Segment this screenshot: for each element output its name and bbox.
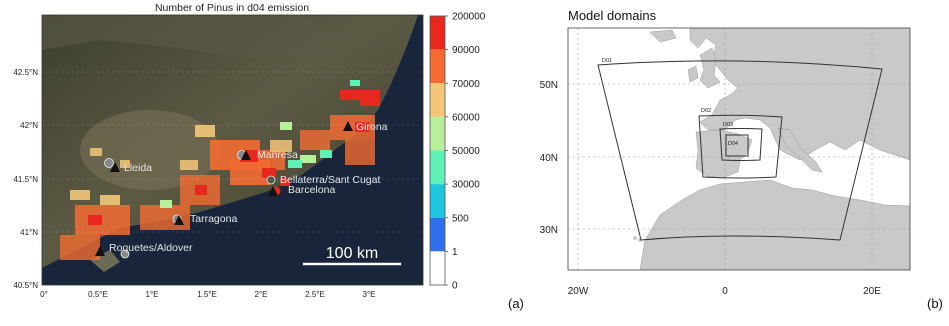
city-barcelona: Barcelona: [268, 184, 335, 196]
svg-text:42°N: 42°N: [20, 121, 38, 130]
city-bellaterra-sant-cugat: Bellaterra/Sant Cugat: [266, 174, 380, 186]
colorbar-label: 60000: [452, 112, 480, 123]
svg-text:20E: 20E: [863, 286, 881, 297]
panel-a-label: (a): [508, 296, 524, 311]
colorbar-label: 500: [452, 213, 469, 224]
svg-text:40N: 40N: [540, 153, 558, 164]
city-manresa: Manresa: [237, 149, 298, 161]
svg-text:100 km: 100 km: [326, 245, 378, 262]
colorbar-segment: [430, 83, 445, 117]
map-b-frame: [567, 27, 911, 271]
colorbar-segment: [430, 116, 445, 151]
panel-b-lon-ticks: 20W 0 20E: [568, 286, 882, 297]
africa-landmass: [639, 179, 910, 270]
svg-text:41.5°N: 41.5°N: [13, 175, 38, 184]
svg-text:D04: D04: [728, 141, 738, 147]
ebro-delta: [90, 250, 120, 272]
colorbar-segment: [430, 184, 445, 218]
svg-text:D01: D01: [602, 58, 612, 64]
panel-a-title: Number of Pinus in d04 emission: [155, 2, 309, 14]
colorbar-label: 50000: [452, 146, 480, 157]
panel-b-title: Model domains: [568, 8, 657, 23]
svg-text:Manresa: Manresa: [257, 149, 298, 161]
iberian-peninsula: [695, 129, 753, 179]
scale-bar: 100 km: [303, 245, 401, 266]
svg-text:D03: D03: [723, 122, 733, 128]
svg-text:1°E: 1°E: [146, 290, 159, 299]
colorbar-label: 0: [452, 281, 458, 292]
colorbar-segment: [430, 217, 445, 252]
svg-text:50N: 50N: [540, 80, 558, 91]
svg-text:2.5°E: 2.5°E: [305, 290, 325, 299]
svg-text:Girona: Girona: [356, 121, 388, 133]
colorbar-label: 1: [452, 247, 458, 258]
svg-text:Lleida: Lleida: [124, 162, 152, 174]
colorbar-segment: [430, 16, 445, 50]
svg-text:0°: 0°: [40, 290, 48, 299]
colorbar-label: 200000: [452, 12, 486, 23]
colorbar-label: 90000: [452, 45, 480, 56]
domain-labels: D01 D02 D03 D04: [602, 58, 738, 147]
svg-text:42.5°N: 42.5°N: [13, 68, 38, 77]
colorbar-label: 70000: [452, 79, 480, 90]
svg-text:Barcelona: Barcelona: [288, 184, 335, 196]
city-girona: Girona: [343, 121, 388, 133]
panel-a-lat-ticks: 42.5°N 42°N 41.5°N 41°N 40.5°N: [13, 68, 38, 290]
mediterranean-sea: [42, 15, 423, 285]
city-roquetes-aldover: Roquetes/Aldover: [95, 242, 193, 259]
map-a-gridlines: [42, 71, 423, 233]
svg-text:30N: 30N: [540, 225, 558, 236]
svg-text:20W: 20W: [568, 286, 589, 297]
svg-text:D02: D02: [701, 108, 711, 114]
svg-text:0.5°E: 0.5°E: [88, 290, 108, 299]
domain-d02: [698, 114, 783, 179]
satellite-map: Girona Manresa Lleida Bellaterra/Sant Cu…: [42, 15, 423, 285]
svg-text:Roquetes/Aldover: Roquetes/Aldover: [109, 242, 193, 254]
domain-boxes: [597, 60, 883, 241]
italian-peninsula: [777, 127, 823, 173]
pyrenees-terrain: [42, 15, 340, 60]
city-tarragona: Tarragona: [172, 213, 237, 225]
panel-b-lat-ticks: 50N 40N 30N: [540, 80, 558, 236]
svg-text:41°N: 41°N: [20, 228, 38, 237]
map-a-frame: [41, 14, 424, 286]
colorbar: 200000 90000 70000 60000 50000 30000 500 1 0: [429, 12, 486, 292]
map-b-gridlines: [568, 28, 910, 270]
colorbar-segment: [430, 150, 445, 185]
city-lleida: Lleida: [104, 158, 152, 174]
colorbar-segment: [430, 251, 445, 285]
svg-text:2°E: 2°E: [255, 290, 268, 299]
svg-text:40.5°N: 40.5°N: [13, 281, 38, 290]
domain-d03: [719, 128, 763, 161]
iceland: [649, 29, 677, 43]
svg-text:1.5°E: 1.5°E: [197, 290, 217, 299]
colorbar-segment: [430, 49, 445, 84]
svg-text:0: 0: [722, 286, 728, 297]
panel-b-label: (b): [927, 296, 943, 311]
colorbar-label: 30000: [452, 180, 480, 191]
svg-text:Bellaterra/Sant Cugat: Bellaterra/Sant Cugat: [280, 174, 380, 186]
british-isles: [687, 47, 721, 89]
domain-d01: [597, 60, 883, 241]
svg-text:3°E: 3°E: [363, 290, 376, 299]
panel-a-lon-ticks: 0° 0.5°E 1°E 1.5°E 2°E 2.5°E 3°E: [40, 290, 375, 299]
domain-d04: [725, 134, 749, 157]
pinus-emission-layer: [60, 80, 380, 260]
svg-text:Tarragona: Tarragona: [190, 213, 237, 225]
domain-map: D01 D02 D03 D04: [568, 28, 910, 270]
